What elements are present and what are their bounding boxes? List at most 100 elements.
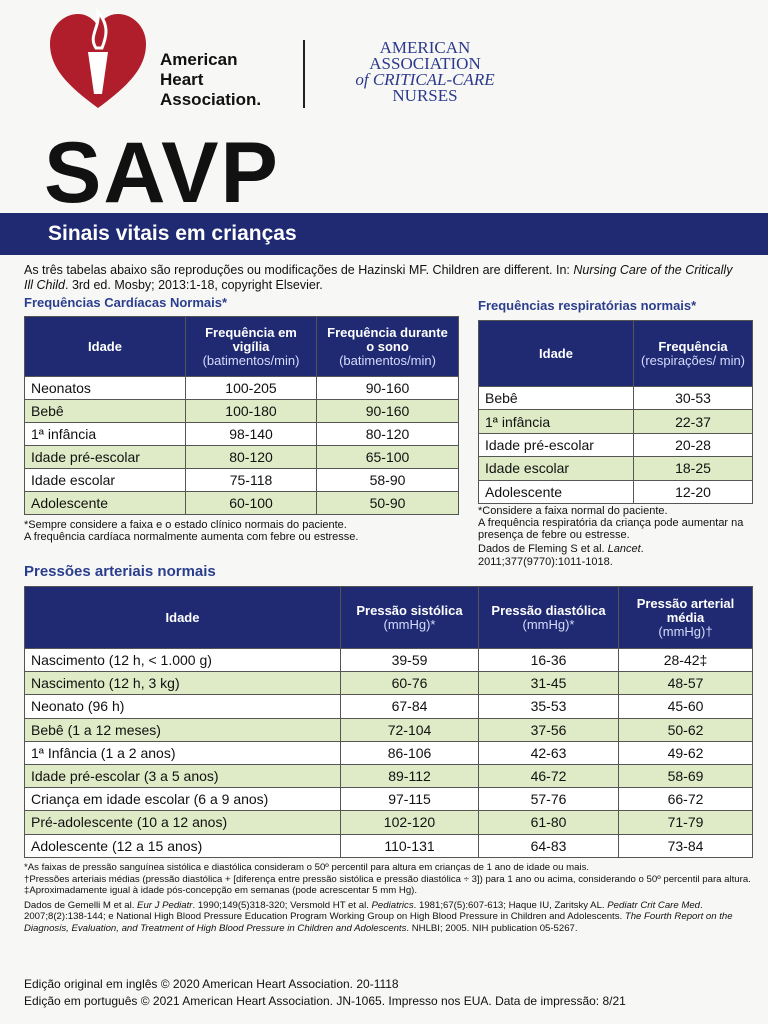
aha-logo — [50, 8, 146, 108]
cell: 20-28 — [633, 432, 753, 458]
title: SAVP — [44, 125, 280, 221]
cell: Nascimento (12 h, 3 kg) — [24, 671, 341, 696]
cell: 35-53 — [478, 694, 619, 719]
header-unit: (mmHg)† — [658, 623, 713, 639]
header-label: Pressão sistólica — [356, 602, 463, 618]
note-line: *Considere a faixa normal do paciente. — [478, 505, 668, 517]
cell: 80-120 — [185, 445, 317, 469]
text-segment: Lancet — [607, 543, 641, 555]
row: Idade escolar 75-118 58-90 — [24, 468, 459, 492]
cell: 31-45 — [478, 671, 619, 696]
cell: Adolescente (12 a 15 anos) — [24, 833, 341, 858]
cell: 102-120 — [340, 810, 479, 835]
aacn-line: ASSOCIATION — [369, 54, 481, 73]
resp-title: Frequências respiratórias normais* — [478, 298, 697, 313]
banner: Sinais vitais em crianças — [0, 213, 768, 255]
text-segment: . 2011;377(9770):1011-1018. — [478, 543, 644, 568]
note-line: A frequência cardíaca normalmente aument… — [24, 531, 359, 543]
bp-title: Pressões arteriais normais — [24, 563, 216, 580]
cell: 16-36 — [478, 647, 619, 673]
row: Idade escolar 18-25 — [478, 456, 753, 481]
cell: 110-131 — [340, 833, 479, 858]
row: Nascimento (12 h, 3 kg) 60-76 31-45 48-57 — [24, 671, 753, 696]
cell: Pré-adolescente (10 a 12 anos) — [24, 810, 341, 835]
cell: Adolescente — [478, 479, 634, 504]
row: Neonato (96 h) 67-84 35-53 45-60 — [24, 694, 753, 719]
footnotes: *As faixas de pressão sanguínea sistólic… — [24, 862, 752, 934]
bp-table: Idade Pressão sistólica (mmHg)* Pressão dia… — [24, 586, 753, 858]
text-segment: . 3rd ed. Mosby; 2013:1-18, copyright El… — [65, 278, 323, 292]
cell: Bebê — [24, 399, 186, 423]
cell: 97-115 — [340, 787, 479, 812]
aacn-line: of CRITICAL-CARE — [355, 70, 495, 89]
cell: Idade pré-escolar — [24, 445, 186, 469]
aha-line: Association. — [160, 90, 262, 109]
cell: 1ª infância — [24, 422, 186, 446]
cell: 1ª infância — [478, 409, 634, 434]
cell: 90-160 — [316, 376, 459, 400]
cell: 66-72 — [618, 787, 753, 812]
text-segment: . 2007;8(2):138-144; e National High Blo… — [24, 899, 703, 923]
cell: Neonatos — [24, 376, 186, 400]
row: Idade pré-escolar 80-120 65-100 — [24, 445, 459, 469]
references: Dados de Gemelli M et al. Eur J Pediatr.… — [24, 900, 752, 935]
header-unit: (mmHg)* — [383, 616, 436, 632]
cell: 12-20 — [633, 479, 753, 504]
cell: Neonato (96 h) — [24, 694, 341, 719]
aha-name: American Heart Association. — [160, 50, 261, 110]
cell: 100-180 — [185, 399, 317, 423]
row: 1ª infância 98-140 80-120 — [24, 422, 459, 446]
text-segment: . NHLBI; 2005. NIH publication 05-5267. — [406, 922, 578, 934]
text-segment: Pediatr Crit Care Med — [607, 899, 701, 911]
header-label: Idade — [539, 345, 573, 361]
cell: 89-112 — [340, 763, 479, 789]
cell: 73-84 — [618, 833, 753, 858]
cell: 71-79 — [618, 810, 753, 835]
cell: 22-37 — [633, 409, 753, 434]
cell: 61-80 — [478, 810, 619, 835]
resp-table: Idade Frequência (respirações/ min) Bebê 30-… — [478, 320, 753, 504]
cell: Idade escolar — [24, 468, 186, 492]
text-segment: Eur J Pediatr — [137, 899, 193, 911]
header-label: Frequência durante o sono — [327, 324, 448, 354]
heart-notes: *Sempre considere a faixa e o estado clí… — [24, 519, 464, 543]
heart-title: Frequências Cardíacas Normais* — [24, 295, 228, 310]
cell: 49-62 — [618, 740, 753, 765]
header-cell: Idade — [24, 316, 186, 377]
cell: 1ª Infância (1 a 2 anos) — [24, 740, 341, 765]
note-line: *Sempre considere a faixa e o estado clí… — [24, 519, 347, 531]
row: Idade pré-escolar (3 a 5 anos) 89-112 46-7… — [24, 763, 753, 789]
header-unit: (batimentos/min) — [339, 352, 436, 368]
text-segment: Pediatrics — [371, 899, 414, 911]
cell: 18-25 — [633, 456, 753, 481]
header-cell: Frequência durante o sono (batimentos/min… — [316, 316, 459, 377]
divider — [303, 40, 305, 108]
header-cell: Frequência em vigília (batimentos/min) — [185, 316, 317, 377]
cell: 30-53 — [633, 385, 753, 411]
cell: 57-76 — [478, 787, 619, 812]
header-cell: Idade — [24, 586, 341, 649]
text-segment: Dados de Gemelli M et al. — [24, 899, 138, 911]
header-label: Frequência em vigília — [205, 324, 297, 354]
cell: 67-84 — [340, 694, 479, 719]
cell: 60-100 — [185, 491, 317, 515]
header-cell: Pressão sistólica (mmHg)* — [340, 586, 479, 649]
header-unit: (batimentos/min) — [202, 352, 300, 368]
header-cell: Frequência (respirações/ min) — [633, 320, 753, 387]
cell: 100-205 — [185, 376, 317, 400]
header-label: Pressão diastólica — [491, 602, 606, 618]
row: Criança em idade escolar (6 a 9 anos) 97-… — [24, 787, 753, 812]
cell: Nascimento (12 h, < 1.000 g) — [24, 647, 341, 673]
header-unit: (mmHg)* — [522, 616, 575, 632]
cell: Idade pré-escolar (3 a 5 anos) — [24, 763, 341, 789]
heart-table: Idade Frequência em vigília (batimentos/mi… — [24, 316, 459, 515]
aacn-name: AMERICAN ASSOCIATION of CRITICAL-CARE NURSE… — [320, 39, 530, 104]
text-segment: As três tabelas abaixo são reproduções o… — [24, 263, 574, 277]
banner-text: Sinais vitais em crianças — [48, 222, 297, 245]
text-segment: The Fourth Report on the Diagnosis, Eval… — [24, 911, 733, 934]
cell: 42-63 — [478, 740, 619, 765]
cell: 50-62 — [618, 717, 753, 742]
footnote: †Pressões arteriais médias (pressão dias… — [24, 873, 751, 885]
cell: Criança em idade escolar (6 a 9 anos) — [24, 787, 341, 812]
